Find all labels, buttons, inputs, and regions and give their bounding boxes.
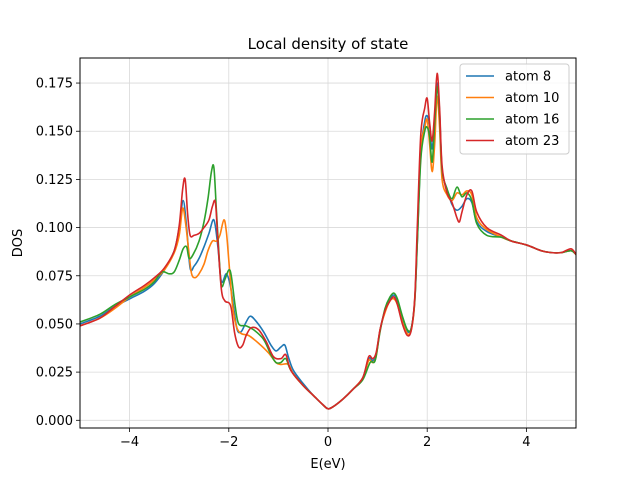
y-tick-label: 0.150: [36, 125, 73, 140]
x-tick-label: 0: [324, 435, 332, 450]
y-tick-label: 0.075: [36, 269, 73, 284]
legend-label: atom 8: [505, 70, 551, 85]
x-tick-label: −4: [120, 435, 139, 450]
legend: atom 8 atom 10 atom 16 atom 23: [459, 63, 570, 155]
y-axis-label: DOS: [11, 229, 26, 258]
x-tick-label: 2: [423, 435, 431, 450]
legend-label: atom 16: [505, 113, 559, 128]
series-line-4: [80, 72, 576, 410]
legend-label: atom 23: [505, 134, 559, 149]
legend-label: atom 10: [505, 91, 559, 106]
x-tick-label: −2: [219, 435, 238, 450]
series-lines: [80, 72, 576, 410]
y-tick-label: 0.025: [36, 366, 73, 381]
chart-title: Local density of state: [248, 35, 409, 53]
x-axis-ticks: −4 −2 0 2 4: [120, 428, 531, 450]
y-tick-label: 0.000: [36, 414, 73, 429]
grid-lines: [80, 58, 576, 428]
y-tick-label: 0.050: [36, 317, 73, 332]
y-tick-label: 0.100: [36, 221, 73, 236]
legend-box: [459, 63, 570, 155]
x-axis-label: E(eV): [310, 457, 345, 472]
y-axis-ticks: 0.000 0.025 0.050 0.075 0.100 0.125 0.150 0.175: [36, 77, 80, 429]
y-tick-label: 0.175: [36, 77, 73, 92]
x-tick-label: 4: [522, 435, 530, 450]
y-tick-label: 0.125: [36, 173, 73, 188]
